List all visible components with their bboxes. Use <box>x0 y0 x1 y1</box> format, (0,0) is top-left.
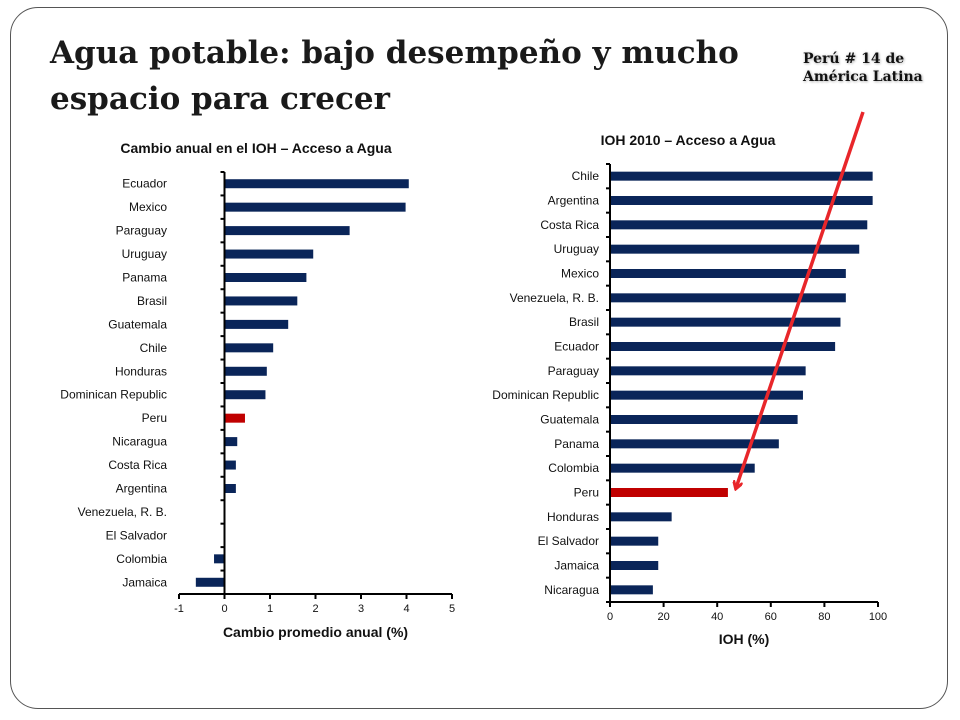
callout-line-2: América Latina <box>803 69 923 85</box>
x-tick-label: 40 <box>711 611 723 623</box>
category-label: Honduras <box>115 364 167 378</box>
bar-el-salvador <box>610 536 659 546</box>
category-label: Guatemala <box>108 317 167 331</box>
bar-paraguay <box>224 226 350 236</box>
bar-honduras <box>224 366 267 376</box>
bar-guatemala <box>610 415 798 424</box>
category-label: Chile <box>572 169 600 183</box>
category-label: Venezuela, R. B. <box>78 505 167 519</box>
category-label: Honduras <box>547 510 599 524</box>
category-label: Paraguay <box>116 224 167 238</box>
bar-uruguay <box>224 249 314 259</box>
category-label: Ecuador <box>554 340 599 354</box>
callout-line-1: Perú # 14 de <box>803 51 905 67</box>
category-label: Argentina <box>548 194 600 208</box>
bar-argentina <box>610 196 873 205</box>
category-label: El Salvador <box>538 534 599 548</box>
bar-venezuela-r-b- <box>610 293 846 303</box>
category-label: Jamaica <box>122 575 167 589</box>
x-axis-title: IOH (%) <box>719 631 770 647</box>
bar-panama <box>224 273 307 282</box>
category-label: Colombia <box>548 461 599 475</box>
bar-panama <box>610 439 779 449</box>
category-label: Panama <box>122 271 167 285</box>
bar-brasil <box>224 296 298 306</box>
bar-jamaica <box>195 577 225 587</box>
x-tick-label: 20 <box>657 611 669 623</box>
category-label: Guatemala <box>540 413 599 427</box>
bar-colombia <box>610 463 755 473</box>
slide-title-line-2: espacio para crecer <box>50 81 390 117</box>
category-label: Panama <box>554 437 599 451</box>
bar-costa-rica <box>224 460 236 470</box>
peru-rank-callout: Perú # 14 de América Latina <box>803 50 953 86</box>
x-tick-label: 0 <box>607 611 613 623</box>
bar-dominican-republic <box>610 390 803 400</box>
category-label: Peru <box>142 411 167 425</box>
x-tick-label: 1 <box>267 603 273 615</box>
bar-ecuador <box>610 342 836 351</box>
category-label: Nicaragua <box>112 435 167 449</box>
category-label: Peru <box>574 486 599 500</box>
category-label: Chile <box>140 341 168 355</box>
slide-title: Agua potable: bajo desempeño y mucho esp… <box>50 30 750 122</box>
x-tick-label: 2 <box>312 603 318 615</box>
category-label: Uruguay <box>122 247 167 261</box>
x-tick-label: 0 <box>221 603 227 615</box>
x-tick-label: 100 <box>869 611 887 623</box>
x-tick-label: 4 <box>403 603 409 615</box>
x-axis-title: Cambio promedio anual (%) <box>223 624 408 640</box>
x-tick-label: 60 <box>765 611 777 623</box>
x-tick-label: -1 <box>174 603 184 615</box>
bar-mexico <box>224 202 406 212</box>
x-tick-label: 80 <box>818 611 830 623</box>
category-label: Costa Rica <box>108 458 167 472</box>
category-label: Brasil <box>137 294 167 308</box>
category-label: Jamaica <box>554 559 599 573</box>
bar-mexico <box>610 269 846 278</box>
chart-title: IOH 2010 – Acceso a Agua <box>601 132 776 148</box>
bar-paraguay <box>610 366 806 376</box>
bar-guatemala <box>224 319 289 329</box>
bar-ecuador <box>224 179 409 189</box>
x-tick-label: 5 <box>449 603 455 615</box>
category-label: Dominican Republic <box>60 388 167 402</box>
category-label: Mexico <box>129 200 167 214</box>
bar-colombia <box>214 554 225 564</box>
slide-title-line-1: Agua potable: bajo desempeño y mucho <box>50 35 739 71</box>
chart-annual-change: Cambio anual en el IOH – Acceso a Agua Ec… <box>60 140 455 640</box>
slide-frame <box>10 7 948 709</box>
bar-nicaragua <box>224 437 238 447</box>
category-label: Argentina <box>116 482 168 496</box>
bar-chile <box>224 343 274 353</box>
bar-nicaragua <box>610 585 653 595</box>
category-label: Brasil <box>569 315 599 329</box>
category-label: Ecuador <box>122 177 167 191</box>
x-tick-label: 3 <box>358 603 364 615</box>
bar-honduras <box>610 512 672 522</box>
category-label: Venezuela, R. B. <box>510 291 599 305</box>
chart-title: Cambio anual en el IOH – Acceso a Agua <box>120 140 391 156</box>
category-label: Dominican Republic <box>492 388 599 402</box>
category-label: El Salvador <box>106 528 167 542</box>
chart-ioh-2010: IOH 2010 – Acceso a Agua Chile Argentina Co… <box>492 132 887 647</box>
category-label: Colombia <box>116 552 167 566</box>
callout-arrow <box>736 111 865 488</box>
bar-costa-rica <box>610 220 868 230</box>
bar-uruguay <box>610 244 860 254</box>
bar-chile <box>610 171 873 181</box>
bar-peru <box>610 488 728 497</box>
category-label: Paraguay <box>548 364 599 378</box>
bar-jamaica <box>610 561 659 570</box>
category-label: Nicaragua <box>544 583 599 597</box>
category-label: Mexico <box>561 267 599 281</box>
bar-argentina <box>224 484 236 493</box>
category-label: Uruguay <box>554 242 599 256</box>
bar-brasil <box>610 317 841 327</box>
bar-dominican-republic <box>224 390 266 400</box>
bar-peru <box>224 413 245 423</box>
category-label: Costa Rica <box>540 218 599 232</box>
